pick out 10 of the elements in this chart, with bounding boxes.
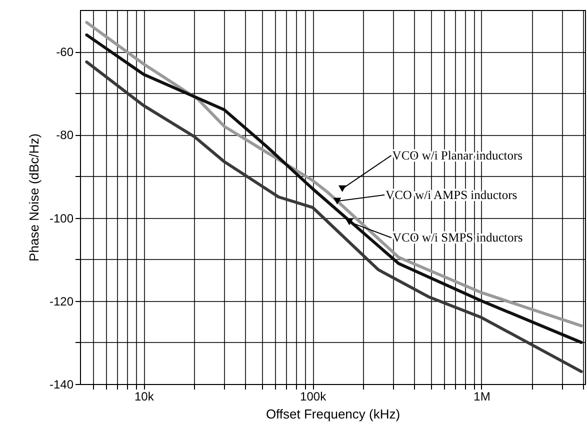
x-tick-label: 100k — [300, 390, 328, 404]
y-tick-label: -140 — [49, 378, 74, 392]
y-tick-label: -120 — [49, 294, 74, 308]
y-axis-title: Phase Noise (dBc/Hz) — [26, 134, 42, 262]
y-tick-label: -80 — [56, 128, 74, 142]
y-tick-label: -60 — [56, 45, 74, 60]
x-tick-label: 1M — [474, 390, 490, 404]
y-tick-label: -100 — [49, 211, 74, 226]
x-tick-label: 10k — [134, 390, 155, 404]
x-axis-title: Offset Frequency (kHz) — [266, 406, 400, 422]
